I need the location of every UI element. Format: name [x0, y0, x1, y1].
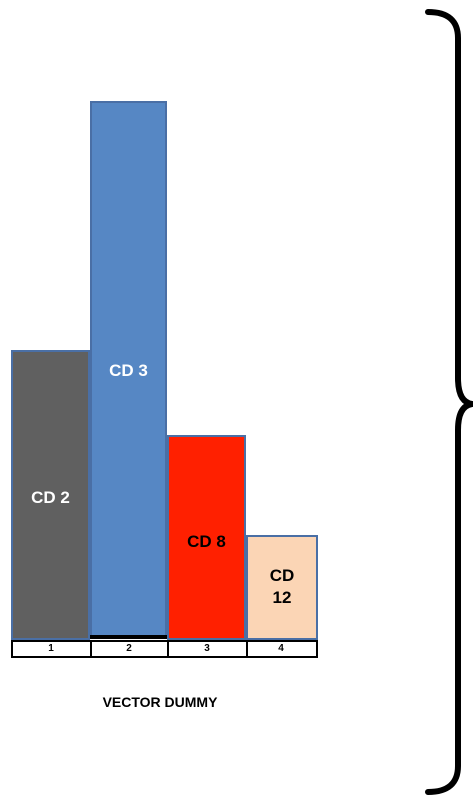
bar-label-cd3: CD 3: [109, 361, 148, 380]
bar-cd2: [11, 350, 90, 640]
axis-divider: [246, 642, 248, 656]
axis-title: VECTOR DUMMY: [102, 694, 218, 710]
axis-divider: [167, 642, 169, 656]
right-brace-icon: [425, 9, 473, 795]
axis-tick-3: 3: [204, 643, 210, 654]
bar-cd3: [90, 101, 167, 639]
axis-tick-2: 2: [126, 643, 132, 654]
axis-tick-4: 4: [278, 643, 284, 654]
bar-label-cd12: CD 12: [269, 566, 295, 607]
bar-label-cd2: CD 2: [31, 488, 70, 507]
bar-cd12: [246, 535, 318, 640]
index-axis: 1 2 3 4: [11, 640, 318, 658]
axis-tick-1: 1: [48, 643, 54, 654]
axis-divider: [90, 642, 92, 656]
bar-baseline: [90, 635, 167, 639]
bar-cd8: [167, 435, 246, 640]
brace-path: [425, 9, 473, 795]
bar-label-cd8: CD 8: [187, 532, 226, 551]
